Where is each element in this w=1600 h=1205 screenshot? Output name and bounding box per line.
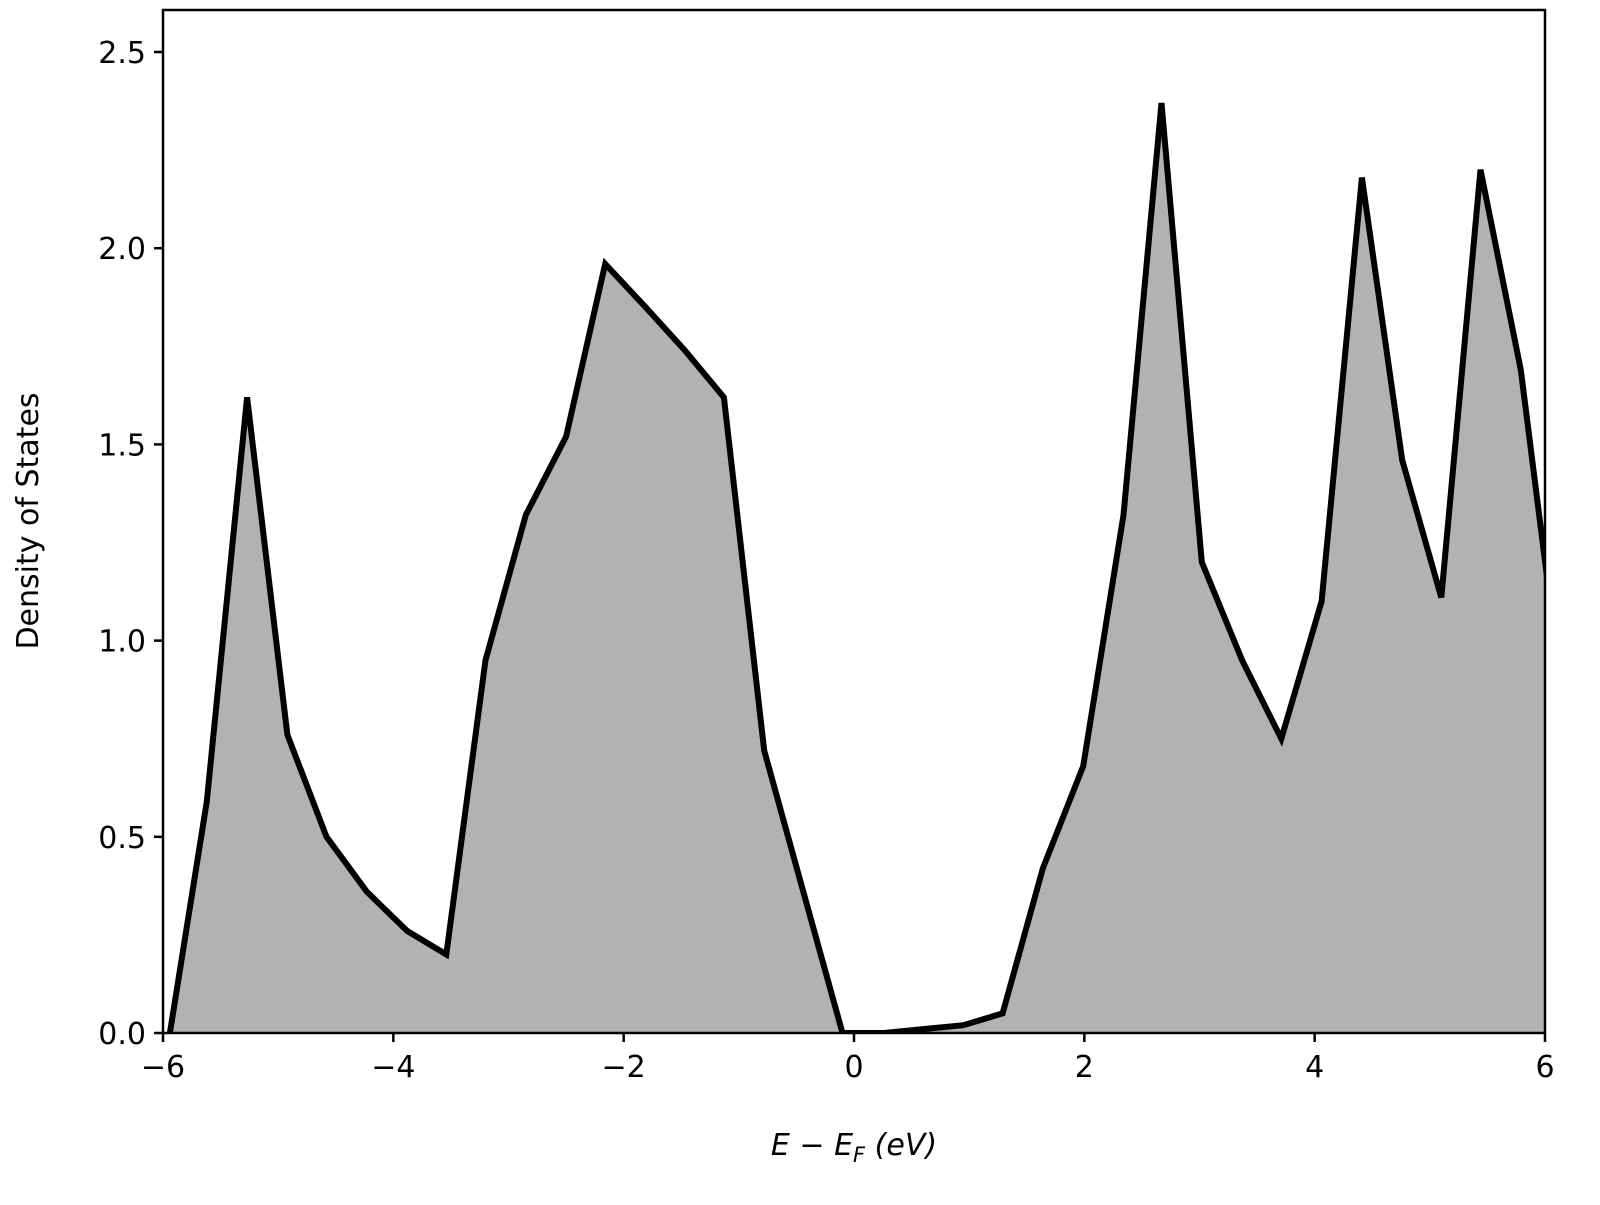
x-tick-label: −6 [141,1050,185,1085]
y-axis-label: Density of States [11,392,46,649]
y-tick-label: 1.5 [98,428,146,463]
y-tick-label: 0.5 [98,821,146,856]
x-tick-label: −4 [371,1050,415,1085]
y-tick-label: 1.0 [98,625,146,660]
dos-line [166,102,1545,1033]
y-tick-label: 0.0 [98,1017,146,1052]
x-tick-label: −2 [602,1050,646,1085]
x-axis-label: E − EF (eV) [771,1128,937,1167]
x-tick-label: 4 [1305,1050,1324,1085]
dos-fill-area [169,103,1545,1033]
x-tick-label: 0 [844,1050,863,1085]
x-tick-label: 6 [1535,1050,1554,1085]
x-tick-label: 2 [1075,1050,1094,1085]
y-tick-label: 2.5 [98,36,146,71]
y-tick-label: 2.0 [98,232,146,267]
